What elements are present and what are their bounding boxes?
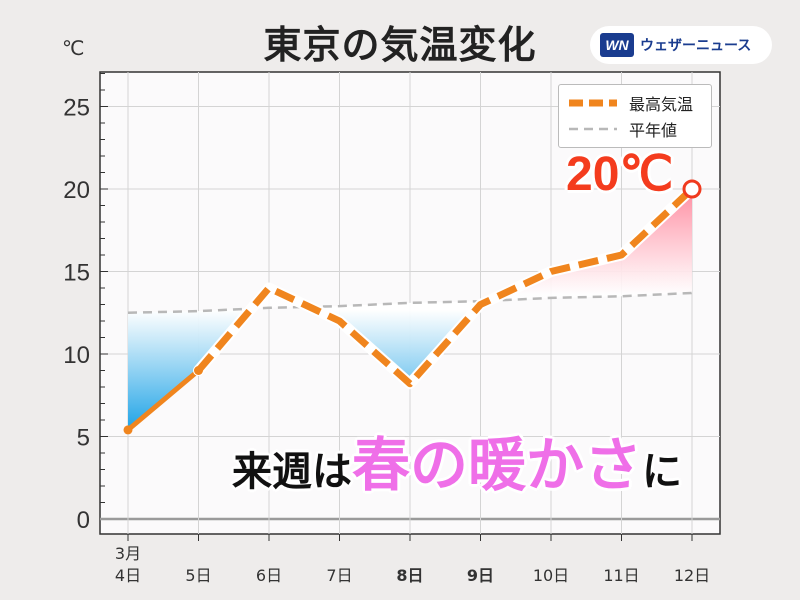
y-tick-label: 20 — [63, 177, 90, 204]
callout-max-temp: 20℃ — [566, 148, 674, 201]
forecast-annotation: 来週は 春の暖かさ に — [232, 418, 682, 502]
x-tick-label: 11日 — [603, 566, 639, 585]
x-tick-label: 8日 — [396, 566, 423, 585]
x-tick-label: 10日 — [533, 566, 569, 585]
annotation-part2: に — [642, 449, 683, 495]
y-tick-label: 15 — [63, 260, 90, 287]
weathernews-logo-text: ウェザーニュース — [640, 38, 752, 54]
x-tick-label: 12日 — [674, 566, 710, 585]
annotation-part1: 来週は — [232, 449, 352, 495]
legend-label-normal: 平年値 — [629, 121, 678, 140]
max-temp-point — [194, 366, 203, 375]
max-temp-final-point — [682, 179, 702, 199]
series-lines — [123, 179, 702, 435]
y-tick-label: 25 — [63, 95, 90, 122]
legend-swatch-max-temp — [569, 99, 617, 107]
y-tick-label: 10 — [63, 342, 90, 369]
x-tick-label: 5日 — [185, 566, 211, 585]
legend-item-normal: 平年値 — [567, 117, 677, 141]
x-month-label: 3月 — [115, 544, 141, 563]
weathernews-logo-mark: WN — [600, 33, 634, 57]
cold-anomaly-fill — [128, 311, 199, 430]
y-tick-label: 0 — [77, 507, 90, 534]
max-temp-line-forecast — [195, 186, 695, 388]
legend-label-max-temp: 最高気温 — [629, 95, 694, 114]
warm-anomaly-fill — [621, 189, 692, 297]
x-tick-label: 7日 — [326, 566, 352, 585]
legend-item-max-temp: 最高気温 — [567, 91, 693, 115]
x-tick-label: 6日 — [256, 566, 282, 585]
x-axis-ticks: 4日 5日 6日 7日 8日 9日 10日 11日 12日 3月 — [115, 534, 710, 585]
annotation-highlight: 春の暖かさ — [352, 431, 643, 499]
weathernews-logo: WN ウェザーニュース — [590, 26, 772, 64]
normal-temp-line — [127, 291, 693, 314]
warm-anomaly-fill — [551, 255, 622, 298]
page-title: 東京の気温変化 — [263, 23, 537, 67]
y-axis-unit: ℃ — [62, 36, 85, 60]
x-tick-label: 4日 — [115, 566, 141, 585]
legend: 最高気温 平年値 — [558, 84, 712, 148]
max-temp-point — [123, 425, 133, 435]
max-temp-line-observed — [126, 368, 201, 432]
x-tick-label: 9日 — [467, 566, 494, 585]
y-tick-label: 5 — [77, 425, 90, 452]
y-axis-ticks: 0 5 10 15 20 25 — [63, 73, 108, 534]
legend-swatch-normal — [569, 127, 617, 131]
